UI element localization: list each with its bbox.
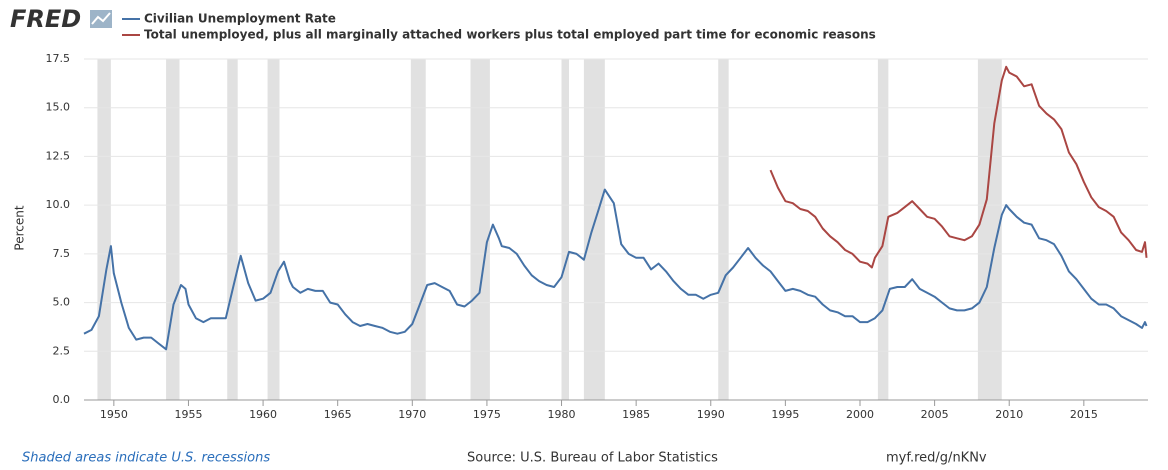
y-tick-label: 2.5 [53, 344, 71, 357]
recession-shade [267, 59, 280, 400]
logo-icon [90, 10, 112, 28]
y-tick-label: 0.0 [53, 393, 71, 406]
recession-shade [470, 59, 490, 400]
series-line [769, 65, 1148, 269]
x-tick-label: 1955 [174, 408, 202, 421]
y-tick-label: 5.0 [53, 296, 71, 309]
recession-shade [718, 59, 729, 400]
logo: FRED [10, 5, 81, 33]
recession-shade [97, 59, 111, 400]
x-tick-label: 2005 [921, 408, 949, 421]
recession-shade [166, 59, 180, 400]
x-tick-label: 2010 [995, 408, 1023, 421]
x-tick-label: 1970 [398, 408, 426, 421]
recession-shade [877, 59, 889, 400]
recession-shade [227, 59, 238, 400]
recession-shade [583, 59, 605, 400]
source: Source: U.S. Bureau of Labor Statistics [467, 451, 718, 466]
x-tick-label: 1965 [324, 408, 352, 421]
x-tick-label: 1960 [249, 408, 277, 421]
legend-label: Total unemployed, plus all marginally at… [144, 28, 876, 42]
link[interactable]: myf.red/g/nKNv [886, 451, 987, 466]
y-tick-label: 12.5 [46, 149, 71, 162]
y-tick-label: 17.5 [46, 52, 71, 65]
x-tick-label: 2000 [846, 408, 874, 421]
y-axis-label: Percent [13, 205, 27, 250]
x-tick-label: 1990 [697, 408, 725, 421]
recession-shade [561, 59, 569, 400]
x-tick-label: 1980 [548, 408, 576, 421]
y-tick-label: 7.5 [53, 247, 71, 260]
series-line [83, 188, 1148, 351]
recession-shade [410, 59, 426, 400]
x-tick-label: 2015 [1070, 408, 1098, 421]
y-tick-label: 10.0 [46, 198, 71, 211]
x-tick-label: 1975 [473, 408, 501, 421]
legend-label: Civilian Unemployment Rate [144, 12, 336, 26]
recession-note: Shaded areas indicate U.S. recessions [22, 451, 270, 466]
x-tick-label: 1950 [100, 408, 128, 421]
x-tick-label: 1995 [771, 408, 799, 421]
x-tick-label: 1985 [622, 408, 650, 421]
recession-shade [977, 59, 1002, 400]
y-tick-label: 15.0 [46, 101, 71, 114]
